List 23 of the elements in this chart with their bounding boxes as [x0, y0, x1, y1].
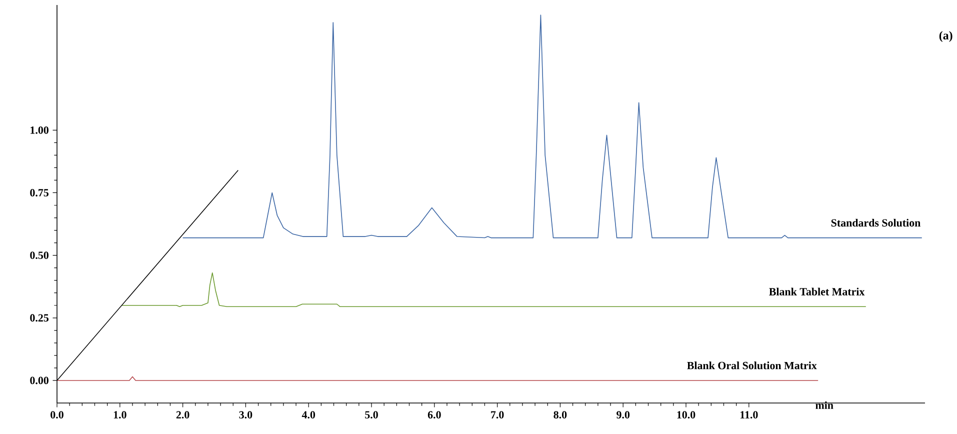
y-tick-label: 0.75 [30, 189, 48, 196]
y-tick-label: 0.25 [30, 314, 48, 322]
x-tick-label: 0.0 [50, 411, 64, 419]
x-tick-label: 11.0 [740, 411, 758, 419]
x-tick-label: 5.0 [365, 411, 378, 419]
x-tick-label: 6.0 [428, 411, 441, 419]
y-tick-label: 1.00 [30, 126, 48, 134]
line-series [121, 272, 866, 308]
y-tick-label: 0.00 [30, 376, 48, 384]
x-tick-label: 2.0 [176, 411, 190, 419]
x-tick-label: 4.0 [302, 411, 316, 419]
series-label: Blank Oral Solution Matrix [687, 362, 817, 370]
series-label: Standards Solution [831, 218, 920, 227]
text: (a) [939, 31, 952, 42]
x-tick-label: 8.0 [554, 411, 567, 419]
x-tick-label: 10.0 [677, 411, 696, 419]
x-tick-label: 9.0 [616, 411, 630, 419]
y-tick-label: 0.50 [30, 252, 48, 260]
series-label: Blank Tablet Matrix [769, 288, 865, 296]
x-tick-label: 7.0 [491, 411, 504, 419]
x-tick-label: 1.0 [114, 411, 126, 419]
x-axis-title: min [816, 401, 834, 409]
x-tick-label: 3.0 [239, 411, 252, 419]
